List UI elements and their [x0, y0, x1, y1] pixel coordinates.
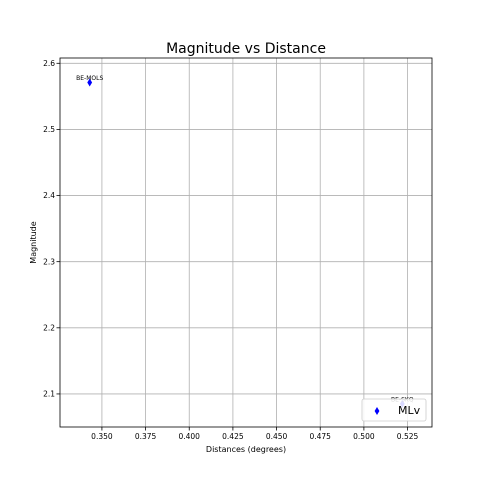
y-tick-label: 2.3 — [43, 257, 55, 266]
plot-frame — [59, 57, 433, 428]
legend-marker — [374, 407, 380, 415]
legend-label: MLv — [398, 404, 421, 417]
y-tick-label: 2.6 — [43, 59, 55, 68]
y-axis: 2.1 2.2 2.3 2.4 2.5 2.6 — [43, 59, 60, 399]
y-tick-label: 2.5 — [43, 125, 55, 134]
y-tick-label: 2.4 — [43, 191, 55, 200]
x-tick-label: 0.450 — [266, 432, 288, 441]
x-tick-label: 0.375 — [135, 432, 157, 441]
grid — [60, 58, 432, 427]
data-points: BE-MOLSBE-SKQ — [76, 75, 414, 408]
x-tick-label: 0.350 — [91, 432, 113, 441]
point-label: BE-MOLS — [76, 75, 103, 82]
x-tick-label: 0.475 — [309, 432, 331, 441]
legend-box — [361, 398, 427, 422]
y-axis-label: Magnitude — [29, 221, 38, 263]
x-tick-label: 0.500 — [353, 432, 375, 441]
legend: MLv — [361, 398, 427, 422]
x-tick-label: 0.525 — [397, 432, 419, 441]
chart-title: Magnitude vs Distance — [166, 41, 326, 57]
x-tick-label: 0.400 — [178, 432, 200, 441]
x-axis-label: Distances (degrees) — [206, 445, 286, 454]
y-tick-label: 2.2 — [43, 324, 55, 333]
x-tick-label: 0.425 — [222, 432, 244, 441]
x-axis: 0.350 0.375 0.400 0.425 0.450 0.475 0.500 0.525 — [91, 427, 419, 441]
y-tick-label: 2.1 — [43, 390, 55, 399]
data-point — [87, 78, 93, 87]
